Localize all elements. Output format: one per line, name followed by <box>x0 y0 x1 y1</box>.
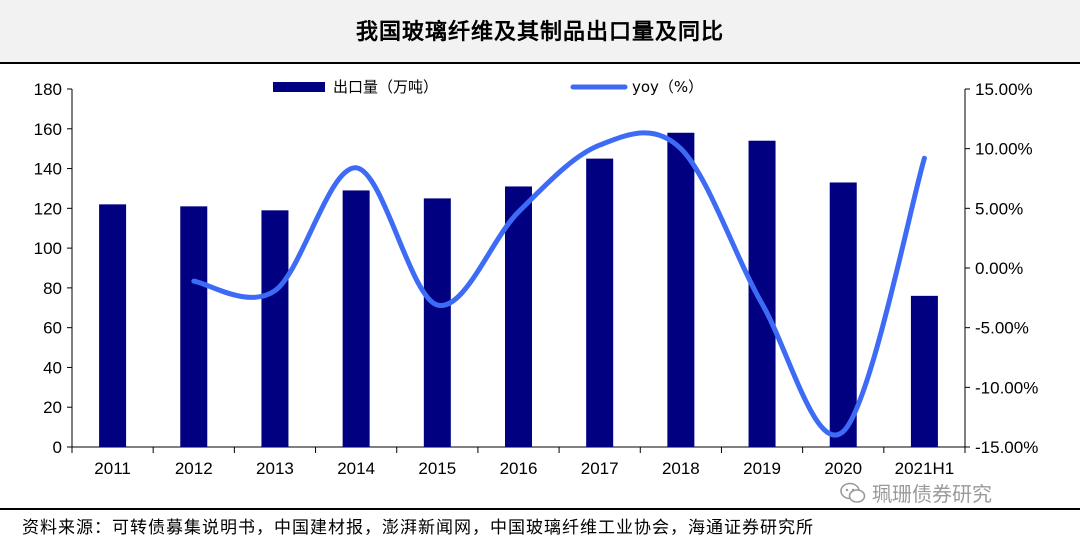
y-tick-label: 60 <box>43 319 62 338</box>
y-tick-label: 0 <box>53 438 62 457</box>
y-tick-label: 160 <box>34 120 62 139</box>
bottom-rule <box>0 508 1080 510</box>
x-tick-label: 2016 <box>500 459 538 478</box>
y-tick-label: 20 <box>43 398 62 417</box>
y-tick-label: 180 <box>34 80 62 99</box>
x-tick-label: 2020 <box>824 459 862 478</box>
legend-bar-label: 出口量（万吨） <box>333 78 438 96</box>
bar <box>910 295 938 447</box>
title-band <box>0 0 1080 62</box>
legend-bar-swatch <box>273 82 325 92</box>
chart-title: 我国玻璃纤维及其制品出口量及同比 <box>355 19 724 45</box>
y2-tick-label: 5.00% <box>975 199 1023 218</box>
y-tick-label: 120 <box>34 199 62 218</box>
y2-tick-label: 10.00% <box>975 140 1033 159</box>
x-tick-label: 2014 <box>337 459 375 478</box>
wechat-icon <box>840 482 866 503</box>
bar <box>180 206 208 447</box>
x-tick-label: 2018 <box>662 459 700 478</box>
bar <box>667 132 695 447</box>
yoy-line <box>191 130 927 438</box>
legend: 出口量（万吨） yoy（%） <box>273 78 703 96</box>
y-tick-label: 140 <box>34 160 62 179</box>
bar <box>423 198 451 447</box>
x-tick-label: 2019 <box>743 459 781 478</box>
watermark-text: 珮珊债券研究 <box>872 482 992 506</box>
y2-tick-label: 0.00% <box>975 259 1023 278</box>
top-rule <box>0 62 1080 64</box>
x-tick-label: 2015 <box>418 459 456 478</box>
source-note: 资料来源：可转债募集说明书，中国建材报，澎湃新闻网，中国玻璃纤维工业协会，海通证… <box>22 518 814 538</box>
bar <box>505 186 532 447</box>
bar <box>586 158 614 447</box>
y2-tick-label: 15.00% <box>975 80 1033 99</box>
y-tick-label: 100 <box>34 239 62 258</box>
bar <box>829 182 857 447</box>
watermark: 珮珊债券研究 <box>840 478 992 507</box>
bar <box>261 210 289 447</box>
x-tick-label: 2011 <box>94 459 131 478</box>
bar <box>748 140 776 447</box>
plot-area: 0 20 40 60 80 100 120 140 160 180 -15.00% -10.00% -5… <box>34 80 1039 478</box>
y2-tick-label: -10.00% <box>975 378 1038 397</box>
legend-line-label: yoy（%） <box>632 78 703 96</box>
y-tick-label: 40 <box>43 358 62 377</box>
y2-tick-label: -15.00% <box>975 438 1038 457</box>
bar <box>99 204 127 447</box>
x-tick-label: 2017 <box>581 459 619 478</box>
y2-tick-label: -5.00% <box>975 319 1029 338</box>
x-tick-label: 2013 <box>256 459 294 478</box>
y-tick-label: 80 <box>43 279 62 298</box>
bar <box>342 190 370 447</box>
combo-chart: 出口量（万吨） yoy（%） 0 20 40 60 80 100 120 140 160 180 -… <box>34 78 1039 478</box>
x-tick-label: 2021H1 <box>895 459 955 478</box>
x-tick-label: 2012 <box>175 459 213 478</box>
